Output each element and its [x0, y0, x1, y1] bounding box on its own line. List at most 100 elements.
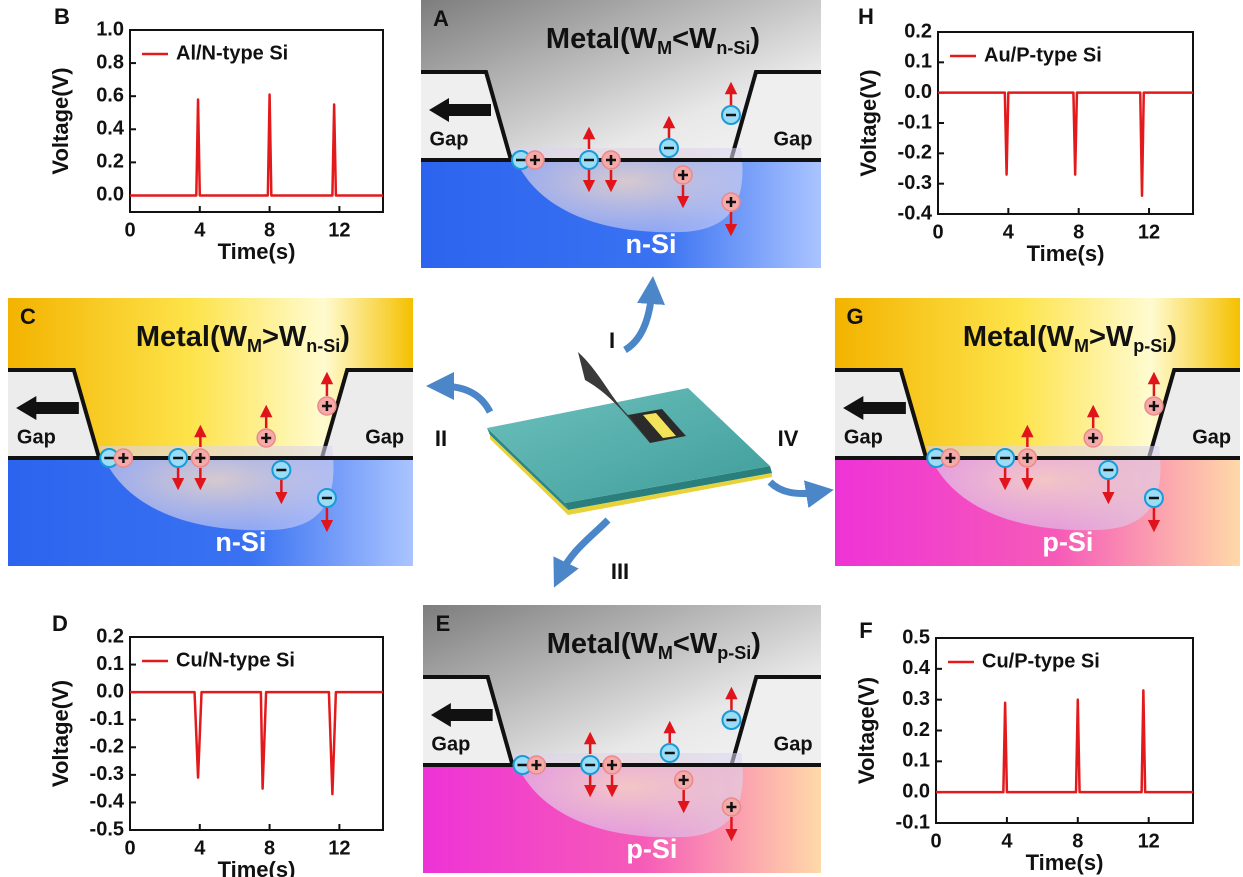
arrow-i	[625, 290, 652, 350]
y-tick-label: 0.2	[904, 20, 932, 42]
semiconductor-label: p-Si	[1042, 527, 1093, 557]
y-tick-label: -0.2	[898, 142, 932, 164]
y-tick-label: 0.2	[902, 719, 930, 741]
title-subscript: M	[657, 38, 672, 58]
panel-letter: B	[54, 4, 70, 29]
x-tick-label: 12	[1138, 830, 1160, 852]
gap-label: Gap	[774, 733, 813, 755]
x-axis-title: Time(s)	[1027, 241, 1105, 266]
device-illustration	[440, 290, 820, 575]
data-line	[936, 690, 1193, 792]
title-subscript: p-Si	[1133, 336, 1167, 356]
mechanism-diagram: GapGapn-SiCMetal(WM>Wn-Si)	[8, 298, 413, 566]
y-tick-label: -0.1	[90, 708, 124, 730]
gap-label: Gap	[844, 426, 883, 448]
gap-label: Gap	[1192, 426, 1231, 448]
y-tick-label: -0.3	[90, 763, 124, 785]
y-tick-label: -0.4	[90, 791, 125, 813]
arrow-iv	[770, 482, 820, 494]
transition-label: IV	[778, 426, 799, 451]
y-tick-label: -0.3	[898, 172, 932, 194]
x-tick-label: 12	[328, 219, 350, 241]
panel-letter: G	[846, 304, 863, 329]
y-tick-label: 0.0	[96, 680, 124, 702]
x-tick-label: 12	[328, 837, 350, 859]
y-axis-title: Voltage(V)	[48, 67, 73, 174]
legend-label: Cu/N-type Si	[176, 649, 295, 671]
gap-label: Gap	[431, 733, 470, 755]
panel-letter: A	[433, 6, 449, 31]
y-tick-label: 0.1	[902, 750, 930, 772]
title-text: Metal(W	[547, 628, 659, 660]
x-tick-label: 0	[930, 830, 941, 852]
title-text: <W	[673, 628, 718, 660]
title-subscript: n-Si	[306, 336, 340, 356]
title-subscript: n-Si	[716, 38, 750, 58]
arrow-iii	[560, 520, 608, 575]
gap-label: Gap	[774, 128, 813, 150]
data-line	[130, 692, 383, 794]
data-line	[130, 95, 383, 196]
transition-label: I	[609, 328, 615, 353]
arrow-ii	[440, 386, 490, 412]
x-tick-label: 4	[1001, 830, 1013, 852]
title-text: )	[751, 628, 761, 660]
x-tick-label: 0	[124, 837, 135, 859]
x-tick-label: 12	[1138, 221, 1160, 243]
legend-label: Al/N-type Si	[176, 42, 288, 64]
transition-label: II	[435, 426, 447, 451]
x-axis-title: Time(s)	[1026, 850, 1104, 875]
title-text: )	[340, 321, 350, 353]
legend-label: Cu/P-type Si	[982, 650, 1100, 672]
device-top	[487, 388, 770, 503]
panel-letter: D	[52, 611, 68, 636]
title-subscript: M	[658, 643, 673, 663]
x-tick-label: 4	[194, 219, 206, 241]
y-axis-title: Voltage(V)	[856, 69, 881, 176]
panel-letter: H	[858, 4, 874, 29]
y-tick-label: 0.6	[96, 84, 124, 106]
gap-label: Gap	[430, 128, 469, 150]
title-text: )	[750, 23, 760, 55]
title-text: Metal(W	[136, 321, 248, 353]
y-tick-label: -0.4	[898, 202, 933, 224]
y-tick-label: 0.4	[96, 118, 125, 140]
y-tick-label: -0.1	[898, 111, 932, 133]
title-text: Metal(W	[546, 23, 658, 55]
title-subscript: p-Si	[717, 643, 751, 663]
semiconductor-label: n-Si	[215, 527, 266, 557]
panel-letter: C	[20, 304, 36, 329]
y-tick-label: 0.1	[904, 51, 932, 73]
x-axis-title: Time(s)	[218, 857, 296, 877]
panel-letter: E	[436, 611, 451, 636]
y-tick-label: -0.2	[90, 736, 124, 758]
y-tick-label: -0.5	[90, 818, 124, 840]
y-tick-label: 0.0	[902, 780, 930, 802]
y-tick-label: 0.4	[902, 657, 931, 679]
y-tick-label: 0.3	[902, 688, 930, 710]
y-tick-label: -0.1	[896, 811, 930, 833]
y-tick-label: 0.2	[96, 625, 124, 647]
title-text: Metal(W	[963, 321, 1075, 353]
y-tick-label: 0.8	[96, 51, 124, 73]
transition-label: III	[611, 559, 629, 584]
y-tick-label: 0.5	[902, 626, 930, 648]
x-tick-label: 4	[194, 837, 206, 859]
title-text: )	[1167, 321, 1177, 353]
title-subscript: M	[247, 336, 262, 356]
x-tick-label: 0	[124, 219, 135, 241]
y-axis-title: Voltage(V)	[854, 677, 879, 784]
y-tick-label: 0.0	[904, 81, 932, 103]
y-axis-title: Voltage(V)	[48, 680, 73, 787]
chart: 0.00.20.40.60.81.004812Time(s)Voltage(V)…	[48, 4, 383, 264]
semiconductor-label: p-Si	[626, 834, 677, 864]
y-tick-label: 0.0	[96, 184, 124, 206]
x-tick-label: 4	[1003, 221, 1015, 243]
panel-letter: F	[859, 618, 872, 643]
